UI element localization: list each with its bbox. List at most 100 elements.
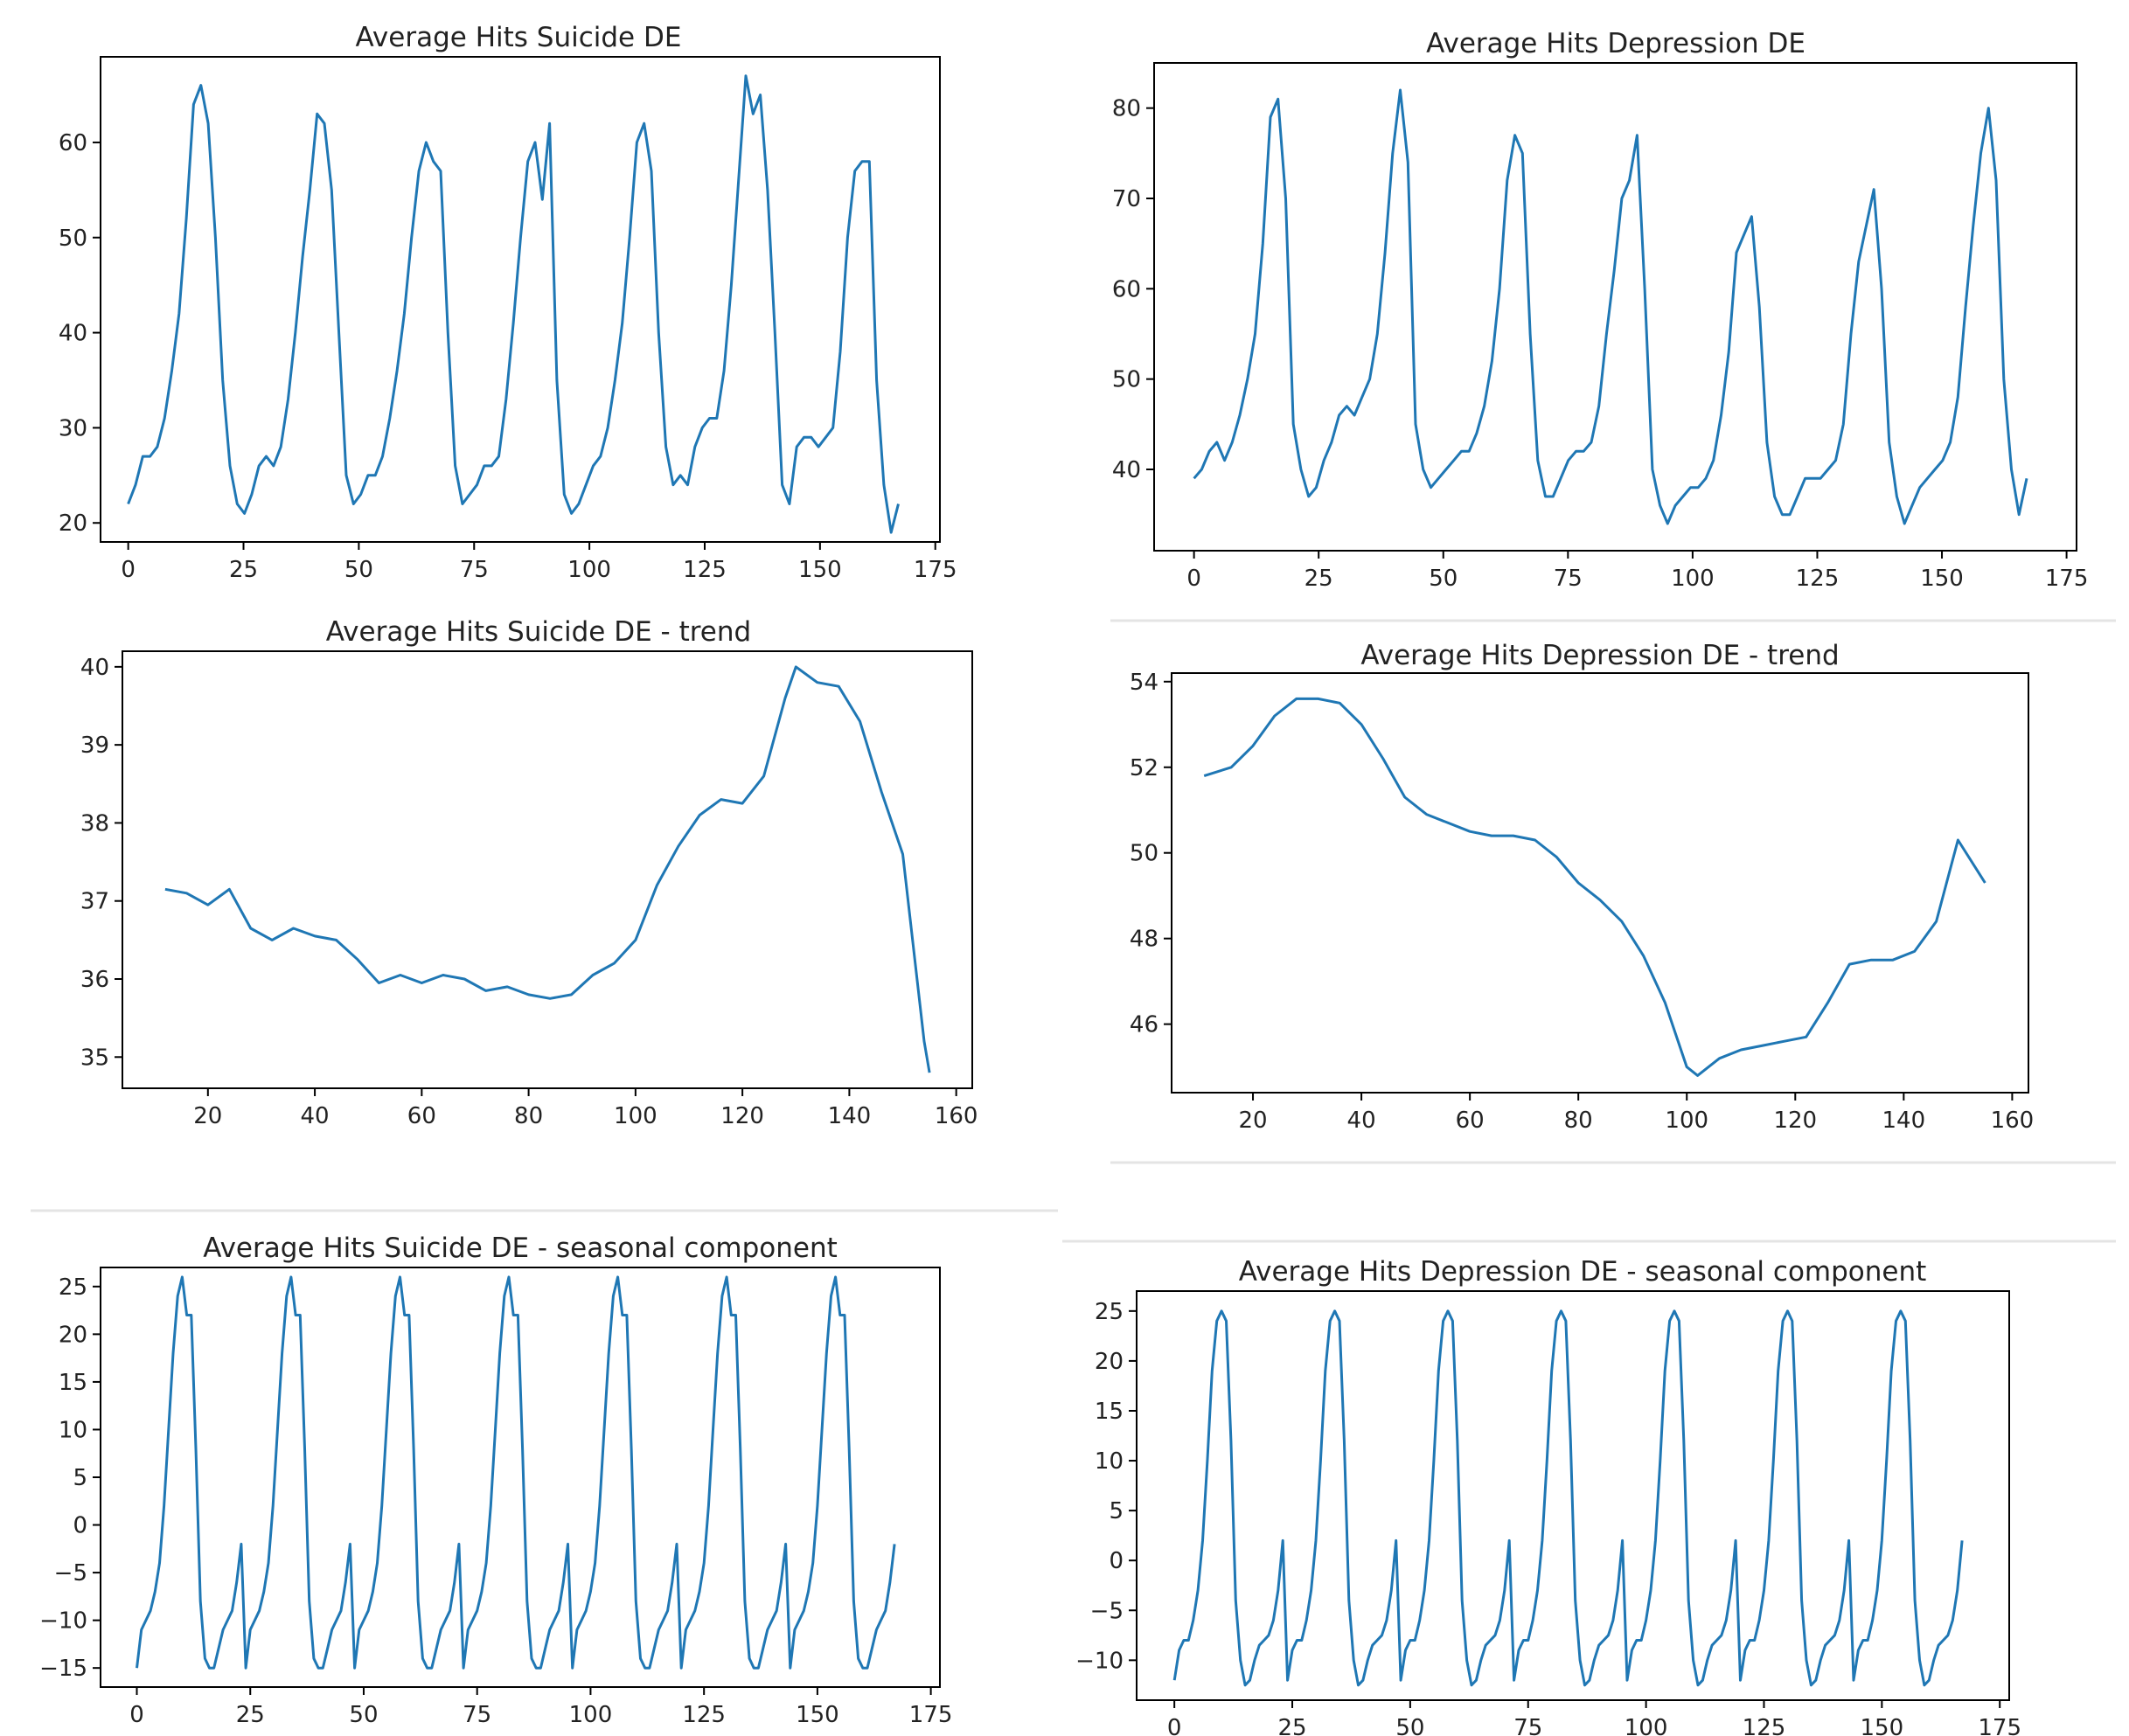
chart-suicide-trend: Average Hits Suicide DE - trend 20 40 60 80… xyxy=(80,616,978,1129)
y-tick-label: 38 xyxy=(80,810,109,837)
chart-title: Average Hits Depression DE - trend xyxy=(1360,640,1839,671)
x-tick-label: 60 xyxy=(1456,1108,1485,1134)
y-tick-label: 20 xyxy=(1095,1349,1124,1375)
y-tick-label: 25 xyxy=(1095,1299,1124,1325)
x-tick-label: 140 xyxy=(828,1103,872,1129)
chart-title: Average Hits Suicide DE xyxy=(356,22,682,53)
x-tick-label: 0 xyxy=(1186,566,1201,592)
y-tick-label: −10 xyxy=(39,1608,87,1635)
y-tick-label: 40 xyxy=(59,321,87,347)
y-tick-label: 36 xyxy=(80,967,109,993)
x-tick-label: 20 xyxy=(1238,1108,1267,1134)
y-tick-label: 52 xyxy=(1130,755,1158,781)
chart-depression-seasonal: Average Hits Depression DE - seasonal co… xyxy=(1075,1256,2021,1736)
x-tick-label: 100 xyxy=(567,557,611,583)
y-tick-label: 10 xyxy=(59,1417,87,1443)
x-tick-label: 0 xyxy=(1167,1715,1182,1736)
chart-suicide-raw: Average Hits Suicide DE 0 25 50 75 100 125 150… xyxy=(59,22,957,583)
y-tick-label: 30 xyxy=(59,415,87,441)
series-line xyxy=(1203,697,1986,1077)
x-tick-label: 40 xyxy=(1347,1108,1376,1134)
y-tick-label: 46 xyxy=(1130,1012,1158,1038)
x-tick-label: 25 xyxy=(229,557,258,583)
axes-frame xyxy=(122,650,973,1089)
x-tick-label: 20 xyxy=(193,1103,222,1129)
x-tick-label: 125 xyxy=(683,557,727,583)
x-tick-label: 150 xyxy=(1920,566,1964,592)
x-tick-label: 50 xyxy=(1395,1715,1424,1736)
x-tick-label: 100 xyxy=(1665,1108,1708,1134)
x-tick-label: 100 xyxy=(569,1702,613,1728)
x-tick-label: 60 xyxy=(407,1103,436,1129)
x-tick-label: 175 xyxy=(914,557,957,583)
y-tick-label: 15 xyxy=(59,1370,87,1396)
y-tick-label: 60 xyxy=(59,130,87,156)
x-tick-label: 150 xyxy=(1861,1715,1904,1736)
y-tick-label: 40 xyxy=(1112,457,1141,483)
x-tick-label: 100 xyxy=(614,1103,657,1129)
y-tick-label: 54 xyxy=(1130,670,1158,696)
x-tick-label: 50 xyxy=(344,557,373,583)
chart-title: Average Hits Suicide DE - trend xyxy=(326,616,751,648)
y-tick-label: 25 xyxy=(59,1274,87,1301)
x-tick-label: 25 xyxy=(1277,1715,1306,1736)
axes-frame xyxy=(1153,62,2077,552)
y-tick-label: 50 xyxy=(59,226,87,252)
y-tick-label: 40 xyxy=(80,655,109,681)
x-tick-label: 80 xyxy=(514,1103,543,1129)
x-tick-label: 75 xyxy=(460,557,489,583)
y-tick-label: −15 xyxy=(39,1656,87,1682)
x-tick-label: 50 xyxy=(1429,566,1458,592)
y-tick-label: −5 xyxy=(1090,1598,1124,1624)
chart-depression-raw: Average Hits Depression DE 0 25 50 75 100 125… xyxy=(1112,28,2089,592)
x-tick-label: 120 xyxy=(720,1103,764,1129)
x-tick-label: 100 xyxy=(1671,566,1715,592)
chart-title: Average Hits Depression DE - seasonal co… xyxy=(1239,1256,1927,1288)
x-tick-label: 125 xyxy=(1743,1715,1786,1736)
x-tick-label: 25 xyxy=(1305,566,1333,592)
y-tick-label: 70 xyxy=(1112,186,1141,212)
x-tick-label: 175 xyxy=(909,1702,953,1728)
axes-frame xyxy=(1136,1290,2010,1701)
x-tick-label: 25 xyxy=(236,1702,265,1728)
y-tick-label: −5 xyxy=(54,1560,87,1587)
y-tick-label: 48 xyxy=(1130,927,1158,953)
chart-suicide-seasonal: Average Hits Suicide DE - seasonal compo… xyxy=(39,1233,952,1728)
x-tick-label: 120 xyxy=(1773,1108,1817,1134)
x-tick-label: 75 xyxy=(463,1702,491,1728)
series-line xyxy=(1172,1309,1964,1687)
x-tick-label: 0 xyxy=(121,557,136,583)
x-tick-label: 140 xyxy=(1882,1108,1926,1134)
x-tick-label: 40 xyxy=(301,1103,330,1129)
x-tick-label: 75 xyxy=(1513,1715,1542,1736)
y-tick-label: 20 xyxy=(59,510,87,537)
axes-frame xyxy=(100,56,941,543)
y-tick-label: 39 xyxy=(80,733,109,759)
series-line xyxy=(164,665,931,1073)
y-tick-label: 0 xyxy=(73,1513,87,1539)
x-tick-label: 80 xyxy=(1564,1108,1593,1134)
axes-frame xyxy=(1171,672,2029,1094)
x-tick-label: 125 xyxy=(682,1702,726,1728)
x-tick-label: 100 xyxy=(1625,1715,1668,1736)
x-tick-label: 0 xyxy=(129,1702,144,1728)
y-tick-label: 0 xyxy=(1109,1548,1124,1574)
y-tick-label: 35 xyxy=(80,1045,109,1071)
y-tick-label: 5 xyxy=(73,1465,87,1491)
series-line xyxy=(127,74,900,534)
x-tick-label: 150 xyxy=(798,557,842,583)
y-tick-label: 20 xyxy=(59,1322,87,1348)
chart-title: Average Hits Suicide DE - seasonal compo… xyxy=(203,1233,838,1264)
series-line xyxy=(1193,88,2028,525)
y-tick-label: 5 xyxy=(1109,1498,1124,1524)
x-tick-label: 160 xyxy=(1991,1108,2035,1134)
x-tick-label: 160 xyxy=(935,1103,978,1129)
y-tick-label: 50 xyxy=(1130,841,1158,867)
series-line xyxy=(136,1275,896,1670)
chart-title: Average Hits Depression DE xyxy=(1426,28,1805,59)
y-tick-label: 15 xyxy=(1095,1399,1124,1425)
y-tick-label: 60 xyxy=(1112,276,1141,302)
y-tick-label: 37 xyxy=(80,889,109,915)
y-tick-label: 50 xyxy=(1112,367,1141,393)
